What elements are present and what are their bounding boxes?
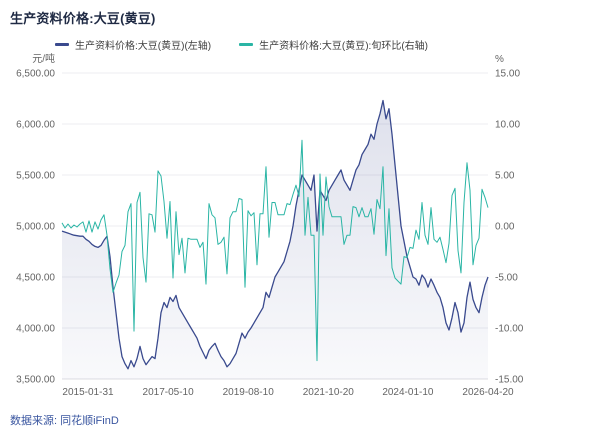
right-axis-tick-label: -5.00 <box>495 273 518 284</box>
mom-line <box>61 139 489 362</box>
left-axis-tick-label: 6,000.00 <box>16 120 55 131</box>
right-axis-tick-label: -15.00 <box>495 375 524 386</box>
x-axis-tick-label: 2024-01-10 <box>382 387 434 398</box>
price-area <box>62 100 488 379</box>
x-axis-tick-label: 2019-08-10 <box>223 387 275 398</box>
legend-swatch-price <box>55 43 69 46</box>
right-axis-tick-label: -10.00 <box>495 324 524 335</box>
price-line <box>61 99 489 370</box>
left-axis-tick-label: 3,500.00 <box>16 375 55 386</box>
legend-item-mom[interactable]: 生产资料价格:大豆(黄豆):旬环比(右轴) <box>239 37 428 52</box>
legend-label-mom: 生产资料价格:大豆(黄豆):旬环比(右轴) <box>259 41 428 52</box>
left-axis-unit: 元/吨 <box>32 52 55 65</box>
right-axis-tick-label: 0.00 <box>495 222 515 233</box>
legend-swatch-mom <box>239 43 254 46</box>
right-axis-tick-label: 5.00 <box>495 171 515 182</box>
data-source: 数据来源: 同花顺iFinD <box>10 415 119 427</box>
legend-item-price[interactable]: 生产资料价格:大豆(黄豆)(左轴) <box>55 37 211 52</box>
legend-label-price: 生产资料价格:大豆(黄豆)(左轴) <box>75 41 212 52</box>
x-axis-tick-label: 2015-01-31 <box>62 387 114 398</box>
left-axis-tick-label: 5,000.00 <box>16 222 55 233</box>
right-axis-unit: % <box>495 54 504 65</box>
left-axis-tick-label: 4,000.00 <box>16 324 55 335</box>
right-axis-tick-label: 10.00 <box>495 120 520 131</box>
x-axis-tick-label: 2026-04-20 <box>462 387 514 398</box>
chart-legend: 生产资料价格:大豆(黄豆)(左轴) 生产资料价格:大豆(黄豆):旬环比(右轴) <box>55 37 428 52</box>
x-axis-tick-label: 2017-05-10 <box>143 387 195 398</box>
left-axis-tick-label: 5,500.00 <box>16 171 55 182</box>
left-axis-tick-label: 4,500.00 <box>16 273 55 284</box>
chart-title: 生产资料价格:大豆(黄豆) <box>10 11 156 26</box>
right-axis-tick-label: 15.00 <box>495 69 520 80</box>
left-axis-tick-label: 6,500.00 <box>16 69 55 80</box>
x-axis-tick-label: 2021-10-20 <box>303 387 355 398</box>
